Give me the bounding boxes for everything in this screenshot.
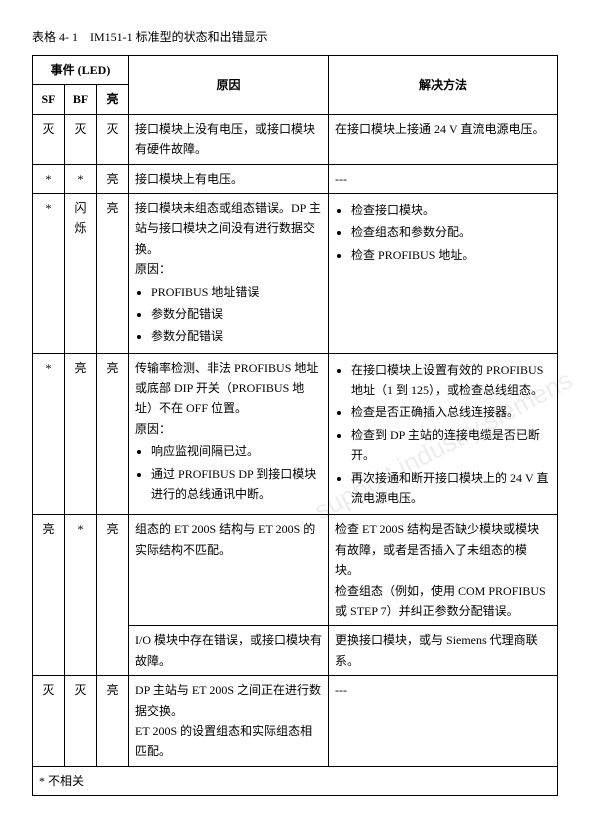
footnote-cell: * 不相关	[33, 766, 558, 795]
table-row: 灭 灭 灭 接口模块上没有电压，或接口模块有硬件故障。 在接口模块上接通 24 …	[33, 114, 558, 164]
cell-solution: 更换接口模块，或与 Siemens 代理商联系。	[329, 626, 558, 676]
cell-on: 亮	[97, 515, 129, 676]
cell-sf: 灭	[33, 676, 65, 767]
table-row: * * 亮 接口模块上有电压。 ---	[33, 164, 558, 193]
cell-bf: *	[65, 164, 97, 193]
list-item: PROFIBUS 地址错误	[151, 282, 322, 302]
table-row: 亮 * 亮 组态的 ET 200S 结构与 ET 200S 的实际结构不匹配。 …	[33, 515, 558, 626]
cell-cause: 组态的 ET 200S 结构与 ET 200S 的实际结构不匹配。	[129, 515, 329, 626]
table-row: * 亮 亮 传输率检测、非法 PROFIBUS 地址或底部 DIP 开关（PRO…	[33, 353, 558, 515]
caption-text: IM151-1 标准型的状态和出错显示	[90, 30, 268, 44]
cause-reason-label: 原因：	[135, 419, 322, 439]
header-row-1: 事件 (LED) 原因 解决方法	[33, 56, 558, 85]
header-on: 亮	[97, 85, 129, 114]
solution-list: 在接口模块上设置有效的 PROFIBUS 地址（1 到 125），或检查总线组态…	[335, 360, 551, 509]
cell-on: 亮	[97, 676, 129, 767]
list-item: 在接口模块上设置有效的 PROFIBUS 地址（1 到 125），或检查总线组态…	[351, 360, 551, 401]
list-item: 检查组态和参数分配。	[351, 222, 551, 242]
cell-solution: 在接口模块上接通 24 V 直流电源电压。	[329, 114, 558, 164]
caption-prefix: 表格 4- 1	[32, 30, 78, 44]
cell-solution: ---	[329, 164, 558, 193]
cause-lead: 接口模块未组态或组态错误。DP 主站与接口模块之间没有进行数据交换。	[135, 201, 321, 256]
cause-p2: ET 200S 的设置组态和实际组态相匹配。	[135, 721, 322, 762]
list-item: 参数分配错误	[151, 304, 322, 324]
list-item: 检查到 DP 主站的连接电缆是否已断开。	[351, 425, 551, 466]
list-item: 检查是否正确插入总线连接器。	[351, 402, 551, 422]
cell-bf: 闪烁	[65, 193, 97, 353]
cause-list: PROFIBUS 地址错误 参数分配错误 参数分配错误	[135, 282, 322, 347]
cell-cause: 接口模块未组态或组态错误。DP 主站与接口模块之间没有进行数据交换。 原因： P…	[129, 193, 329, 353]
cell-cause: DP 主站与 ET 200S 之间正在进行数据交换。 ET 200S 的设置组态…	[129, 676, 329, 767]
cell-cause: 传输率检测、非法 PROFIBUS 地址或底部 DIP 开关（PROFIBUS …	[129, 353, 329, 515]
cell-cause: 接口模块上有电压。	[129, 164, 329, 193]
header-solution: 解决方法	[329, 56, 558, 115]
table-caption: 表格 4- 1 IM151-1 标准型的状态和出错显示	[32, 28, 558, 45]
header-bf: BF	[65, 85, 97, 114]
solution-p1: 检查 ET 200S 结构是否缺少模块或模块有故障，或者是否插入了未组态的模块。	[335, 519, 551, 580]
cell-on: 亮	[97, 164, 129, 193]
table-row: * 闪烁 亮 接口模块未组态或组态错误。DP 主站与接口模块之间没有进行数据交换…	[33, 193, 558, 353]
cell-on: 亮	[97, 193, 129, 353]
list-item: 通过 PROFIBUS DP 到接口模块进行的总线通讯中断。	[151, 464, 322, 505]
status-error-table: 事件 (LED) 原因 解决方法 SF BF 亮 灭 灭 灭 接口模块上没有电压…	[32, 55, 558, 796]
list-item: 再次接通和断开接口模块上的 24 V 直流电源电压。	[351, 468, 551, 509]
cell-sf: *	[33, 164, 65, 193]
cell-sf: *	[33, 353, 65, 515]
list-item: 检查 PROFIBUS 地址。	[351, 245, 551, 265]
cell-sf: 灭	[33, 114, 65, 164]
header-sf: SF	[33, 85, 65, 114]
cell-on: 亮	[97, 353, 129, 515]
cell-cause: 接口模块上没有电压，或接口模块有硬件故障。	[129, 114, 329, 164]
solution-list: 检查接口模块。 检查组态和参数分配。 检查 PROFIBUS 地址。	[335, 200, 551, 265]
cause-list: 响应监视间隔已过。 通过 PROFIBUS DP 到接口模块进行的总线通讯中断。	[135, 441, 322, 504]
cell-solution: 检查接口模块。 检查组态和参数分配。 检查 PROFIBUS 地址。	[329, 193, 558, 353]
cell-bf: 亮	[65, 353, 97, 515]
cell-bf: *	[65, 515, 97, 676]
footnote-row: * 不相关	[33, 766, 558, 795]
list-item: 参数分配错误	[151, 326, 322, 346]
cell-bf: 灭	[65, 676, 97, 767]
cell-sf: *	[33, 193, 65, 353]
cell-bf: 灭	[65, 114, 97, 164]
cell-cause: I/O 模块中存在错误，或接口模块有故障。	[129, 626, 329, 676]
table-row: 灭 灭 亮 DP 主站与 ET 200S 之间正在进行数据交换。 ET 200S…	[33, 676, 558, 767]
cell-solution: 检查 ET 200S 结构是否缺少模块或模块有故障，或者是否插入了未组态的模块。…	[329, 515, 558, 626]
cause-reason-label: 原因：	[135, 259, 322, 279]
cell-on: 灭	[97, 114, 129, 164]
header-event: 事件 (LED)	[33, 56, 129, 85]
cell-solution: ---	[329, 676, 558, 767]
cell-sf: 亮	[33, 515, 65, 676]
cause-lead: 传输率检测、非法 PROFIBUS 地址或底部 DIP 开关（PROFIBUS …	[135, 361, 318, 416]
header-cause: 原因	[129, 56, 329, 115]
cell-solution: 在接口模块上设置有效的 PROFIBUS 地址（1 到 125），或检查总线组态…	[329, 353, 558, 515]
list-item: 响应监视间隔已过。	[151, 441, 322, 461]
cause-p1: DP 主站与 ET 200S 之间正在进行数据交换。	[135, 680, 322, 721]
solution-p2: 检查组态（例如，使用 COM PROFIBUS 或 STEP 7）并纠正参数分配…	[335, 581, 551, 622]
list-item: 检查接口模块。	[351, 200, 551, 220]
